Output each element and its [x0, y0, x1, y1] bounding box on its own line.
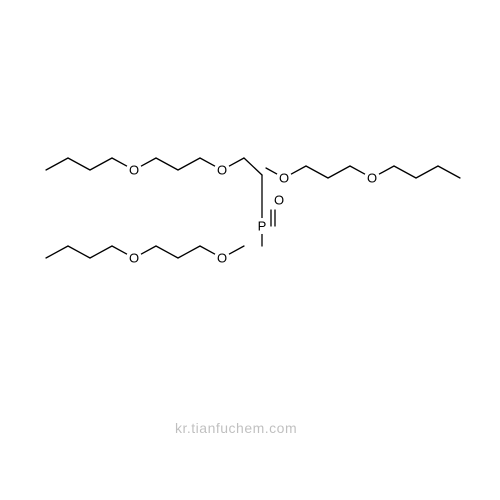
svg-text:O: O	[129, 163, 139, 178]
svg-text:O: O	[279, 171, 289, 186]
svg-text:P: P	[258, 219, 267, 234]
svg-text:O: O	[367, 171, 377, 186]
svg-text:O: O	[129, 251, 139, 266]
svg-text:O: O	[217, 251, 227, 266]
structure-diagram: OOOOOOOP kr.tianfuchem.com	[0, 0, 500, 500]
svg-text:O: O	[274, 193, 284, 208]
svg-text:O: O	[217, 163, 227, 178]
molecule-svg: OOOOOOOP	[0, 0, 500, 500]
